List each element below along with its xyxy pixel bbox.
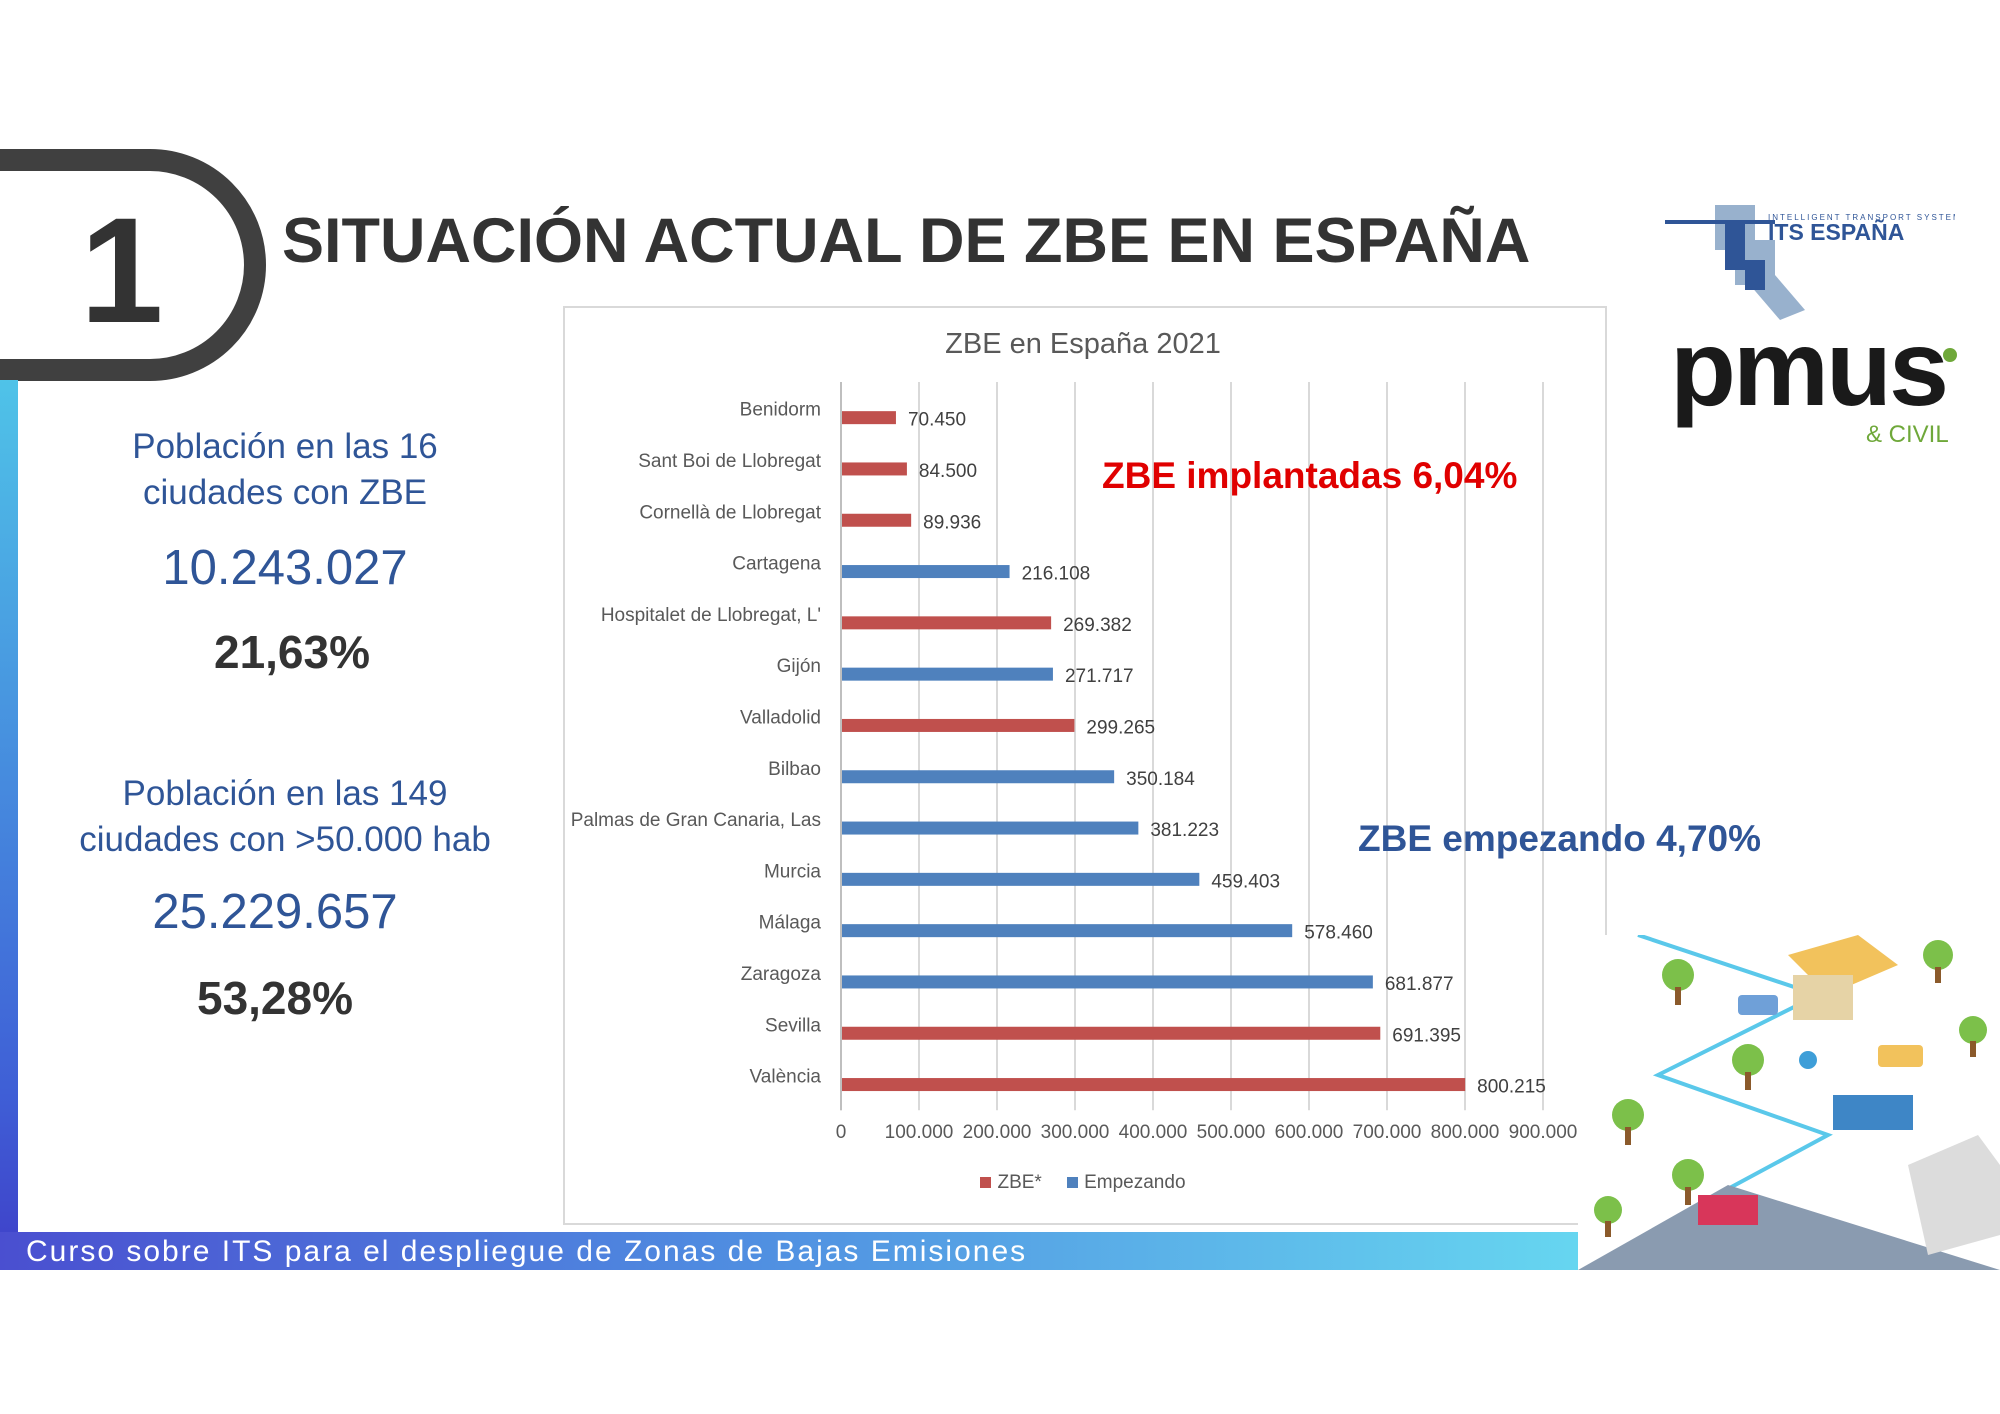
data-label: 84.500 [919,461,977,482]
page-title: SITUACIÓN ACTUAL DE ZBE EN ESPAÑA [282,206,1531,276]
data-label: 681.877 [1385,974,1454,995]
data-label: 381.223 [1150,820,1219,841]
x-tick-label: 400.000 [1119,1122,1188,1143]
legend-label: ZBE* [997,1172,1042,1193]
section-tab-outline [0,149,266,381]
bar [841,821,1139,835]
its-logo-small-text: INTELLIGENT TRANSPORT SYSTEM [1768,213,1955,222]
stat-label-line: ciudades con >50.000 hab [79,820,491,859]
chart-title: ZBE en España 2021 [945,328,1221,360]
legend-label: Empezando [1084,1172,1186,1193]
its-espana-logo: INTELLIGENT TRANSPORT SYSTEM ITS ESPAÑA [1665,205,1955,320]
category-label: Zaragoza [741,964,822,985]
bar [841,1078,1466,1092]
legend-swatch [980,1177,992,1189]
data-label: 299.265 [1086,717,1155,738]
bar [841,872,1200,886]
legend-item-empezando: Empezando [1067,1172,1186,1193]
data-label: 691.395 [1392,1025,1461,1046]
category-label: Bilbao [768,759,821,780]
stat-label: Población en las 16 ciudades con ZBE [5,424,565,516]
smart-city-illustration [1578,935,2000,1270]
stat-number: 10.243.027 [162,541,408,595]
category-label: Sevilla [765,1015,821,1036]
category-label: Hospitalet de Llobregat, L' [601,605,821,626]
stat-label-line: Población en las 16 [132,427,438,466]
x-tick-label: 900.000 [1509,1122,1578,1143]
annotation-empezando: ZBE empezando 4,70% [1358,818,1762,859]
data-label: 70.450 [908,410,966,431]
x-tick-label: 0 [836,1122,847,1143]
pmus-logo-subtext: & CIVIL [1866,421,1949,448]
legend-swatch [1067,1177,1079,1189]
legend-item-zbe: ZBE* [980,1172,1042,1193]
data-label: 269.382 [1063,615,1132,636]
x-tick-label: 300.000 [1041,1122,1110,1143]
bar [841,924,1293,938]
annotation-implantadas: ZBE implantadas 6,04% [1102,455,1518,496]
data-label: 459.403 [1211,871,1280,892]
bar [841,411,896,425]
x-tick-label: 600.000 [1275,1122,1344,1143]
bar [841,513,912,527]
its-logo-text: ITS ESPAÑA [1768,218,1904,245]
section-number: 1 [80,186,164,354]
pmus-logo-text: pmus [1670,330,1946,428]
bar-chart: 0 100.000 200.000 300.000 400.000 500.000 600.… [571,382,1578,1143]
footer-band [0,1232,1580,1270]
category-label: Cornellà de Llobregat [639,502,821,523]
bar [841,565,1010,579]
left-accent-bar [0,380,18,1270]
bar [841,718,1075,732]
category-label: Sant Boi de Llobregat [638,451,821,472]
category-label: Málaga [759,913,822,934]
pmus-logo: pmus & CIVIL [1670,330,1957,448]
data-label: 800.215 [1477,1077,1546,1098]
stat-label-line: ciudades con ZBE [142,473,428,512]
data-label: 350.184 [1126,769,1195,790]
x-tick-label: 200.000 [963,1122,1032,1143]
data-label: 271.717 [1065,666,1134,687]
x-tick-label: 100.000 [885,1122,954,1143]
category-label: Gijón [777,656,821,677]
stat-percent: 21,63% [213,626,370,678]
category-label: Palmas de Gran Canaria, Las [571,810,821,831]
x-tick-label: 500.000 [1197,1122,1266,1143]
data-label: 578.460 [1304,923,1373,944]
data-label: 216.108 [1022,564,1091,585]
x-tick-label: 800.000 [1431,1122,1500,1143]
category-label: Valladolid [740,707,821,728]
bar [841,1026,1381,1040]
category-label: Murcia [764,861,821,882]
chart-frame [563,306,1607,1225]
bar [841,667,1053,681]
stat-label: Población en las 149 ciudades con >50.00… [5,771,565,863]
stat-number: 25.229.657 [152,885,398,939]
stat-percent: 53,28% [196,972,353,1024]
bar [841,462,907,476]
data-label: 89.936 [923,512,981,533]
bar [841,770,1115,784]
category-label: Benidorm [740,400,821,421]
footer-text: Curso sobre ITS para el despliegue de Zo… [26,1235,1028,1268]
chart-legend: ZBE* Empezando [563,1172,1603,1194]
bar [841,975,1373,989]
stat-label-line: Población en las 149 [122,774,448,813]
x-tick-label: 700.000 [1353,1122,1422,1143]
bar [841,616,1052,630]
category-label: València [750,1067,822,1088]
category-label: Cartagena [732,554,821,575]
